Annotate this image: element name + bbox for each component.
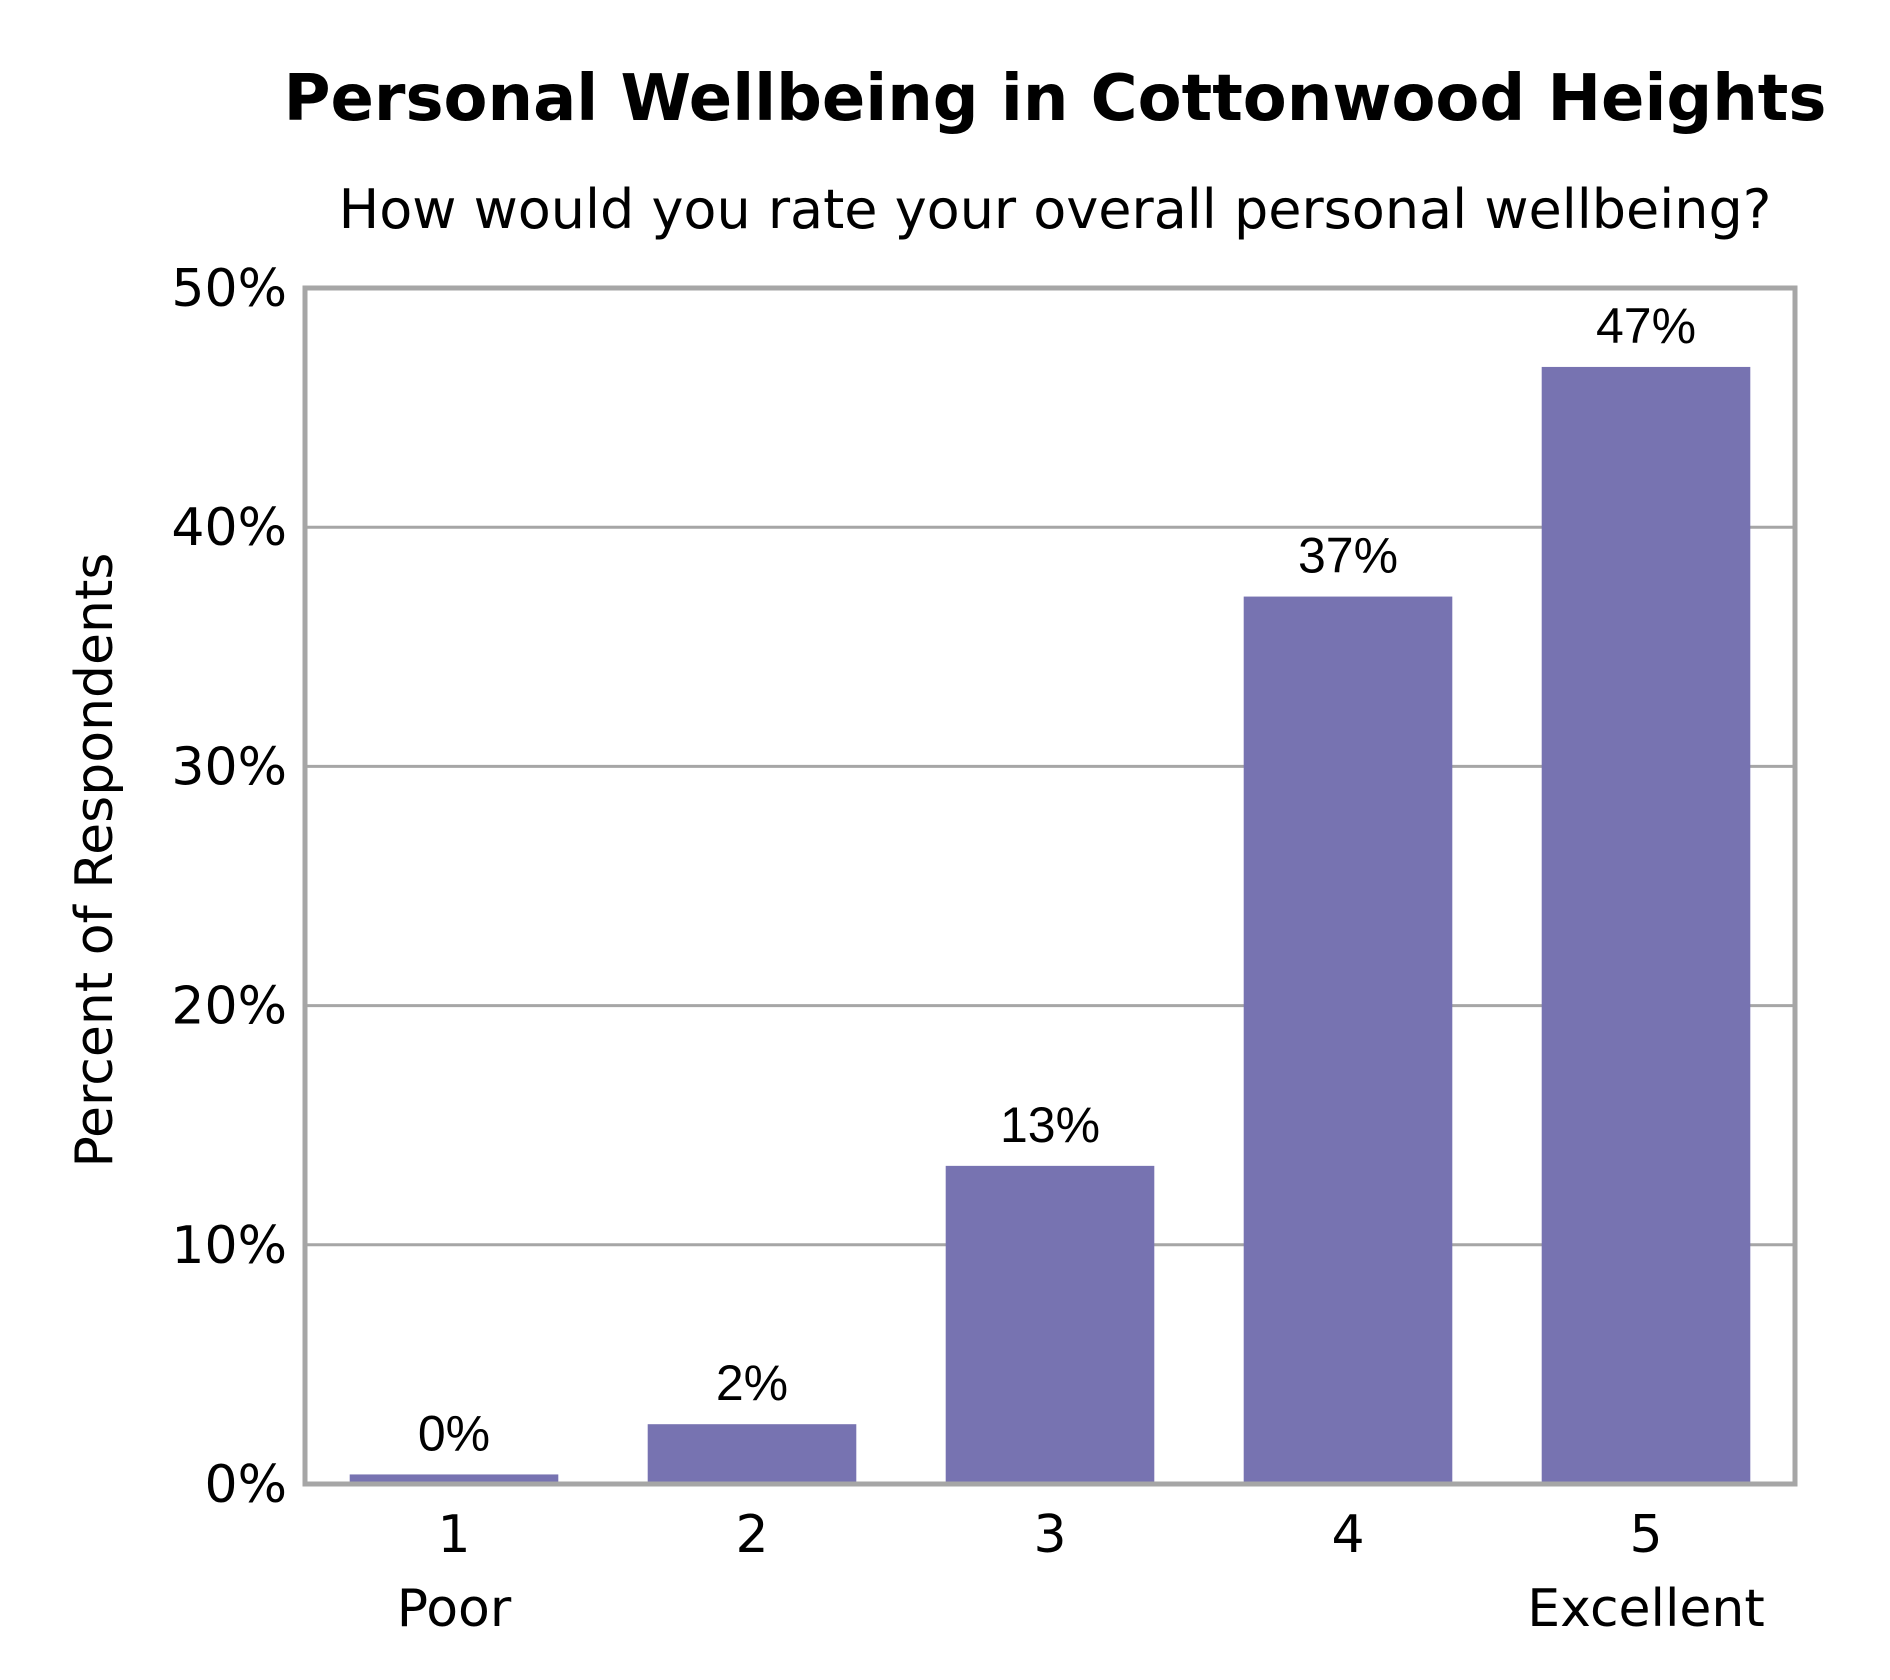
chart-title: Personal Wellbeing in Cottonwood Heights bbox=[284, 62, 1827, 136]
x-tick-sublabel: Poor bbox=[397, 1579, 512, 1639]
bar-3 bbox=[945, 1165, 1155, 1484]
data-label: 2% bbox=[716, 1355, 788, 1411]
bar-5 bbox=[1541, 366, 1751, 1484]
data-labels: 0% 2% 13% 37% 47% bbox=[418, 298, 1696, 1461]
x-tick-label: 1 bbox=[437, 1505, 470, 1565]
data-label: 37% bbox=[1298, 528, 1398, 584]
bars bbox=[349, 366, 1751, 1484]
y-tick-label: 50% bbox=[171, 259, 287, 319]
y-tick-label: 20% bbox=[171, 977, 287, 1037]
bar-2 bbox=[647, 1424, 857, 1484]
y-tick-label: 0% bbox=[205, 1455, 288, 1515]
chart-subtitle: How would you rate your overall personal… bbox=[339, 178, 1772, 241]
data-label: 13% bbox=[1000, 1097, 1100, 1153]
x-tick-label: 4 bbox=[1331, 1505, 1364, 1565]
y-tick-labels: 0% 10% 20% 30% 40% 50% bbox=[171, 259, 287, 1515]
plot-frame bbox=[302, 285, 1798, 1487]
x-tick-labels: 1 Poor 2 3 4 5 Excellent bbox=[397, 1505, 1765, 1639]
data-label: 47% bbox=[1596, 298, 1696, 354]
y-axis-title: Percent of Respondents bbox=[65, 553, 125, 1168]
y-tick-label: 10% bbox=[171, 1216, 287, 1276]
bar-4 bbox=[1243, 596, 1453, 1484]
bar-1 bbox=[349, 1474, 559, 1484]
y-tick-label: 40% bbox=[171, 498, 287, 558]
x-tick-sublabel: Excellent bbox=[1527, 1579, 1765, 1639]
x-tick-label: 2 bbox=[735, 1505, 768, 1565]
data-label: 0% bbox=[418, 1405, 490, 1461]
x-tick-label: 5 bbox=[1629, 1505, 1662, 1565]
x-tick-label: 3 bbox=[1033, 1505, 1066, 1565]
y-tick-label: 30% bbox=[171, 737, 287, 797]
